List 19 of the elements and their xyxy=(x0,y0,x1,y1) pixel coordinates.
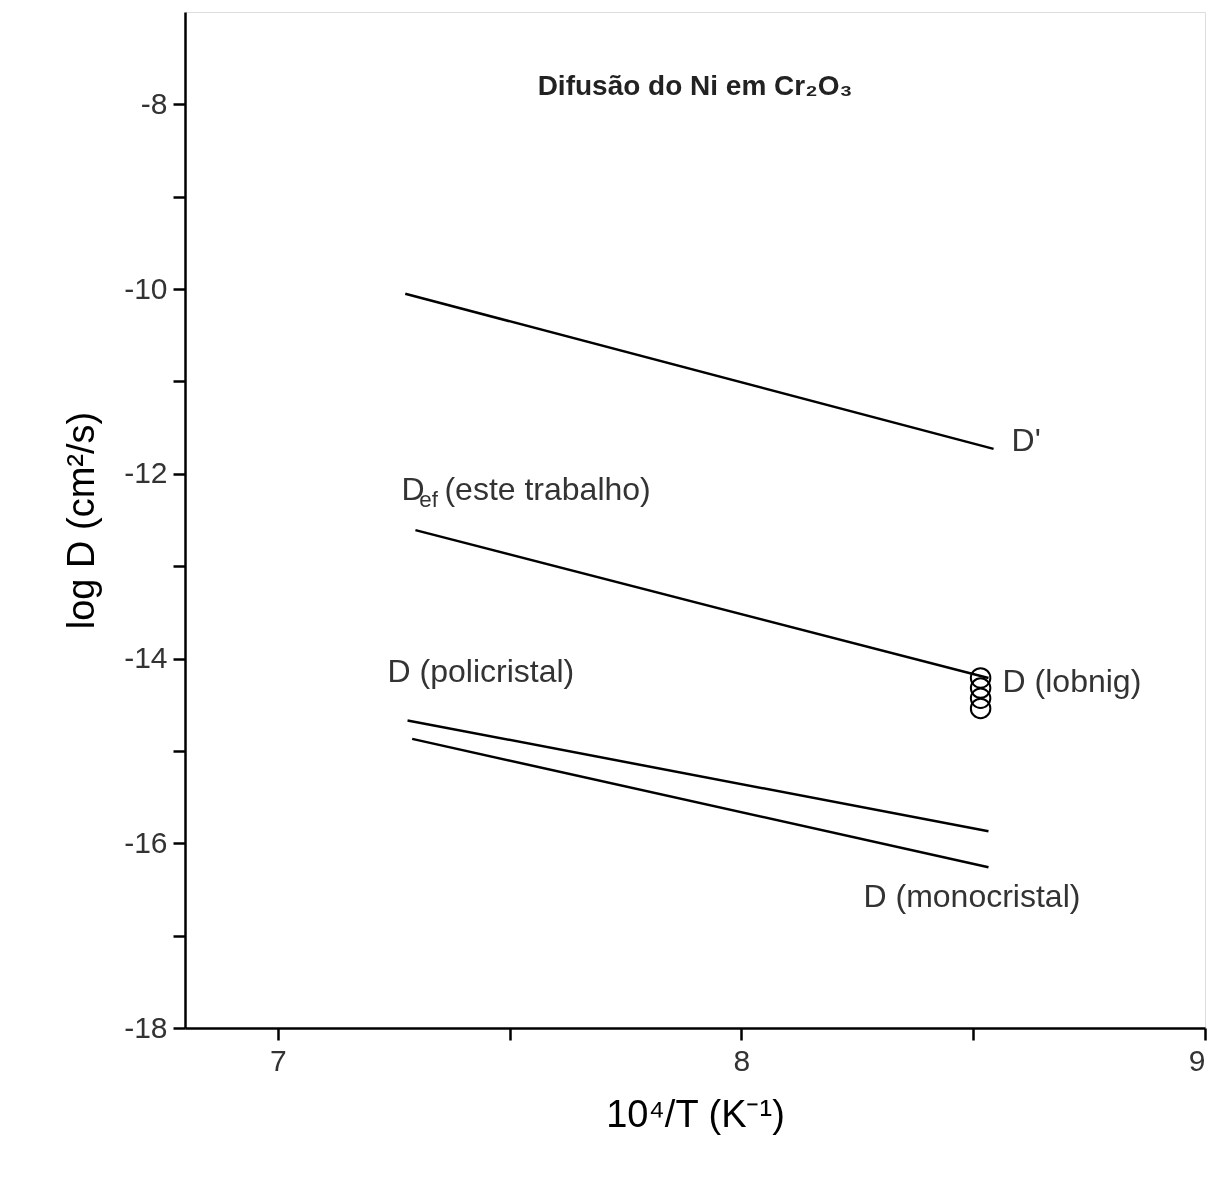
series-label: D (policristal) xyxy=(387,653,575,690)
y-tick-label: -16 xyxy=(124,825,168,859)
y-tick-label: -18 xyxy=(124,1010,168,1044)
x-axis-title: 10⁴/T (K⁻¹) xyxy=(606,1092,785,1135)
y-tick-label: -10 xyxy=(124,271,168,305)
point xyxy=(969,677,992,699)
x-tick-label: 8 xyxy=(733,1043,751,1077)
series-label: D (monocristal) xyxy=(863,878,1081,915)
y-tick-label: -12 xyxy=(124,456,168,490)
y-tick-label: -8 xyxy=(140,86,168,120)
series-label: D' xyxy=(1011,421,1041,458)
x-tick-label: 9 xyxy=(1188,1043,1206,1077)
y-axis-title: log D (cm²/s) xyxy=(60,411,103,630)
text: Difusão do Ni em Cr₂O₃ xyxy=(537,70,853,101)
x-tick-label: 7 xyxy=(269,1043,287,1077)
series-label: D (lobnig) xyxy=(1002,663,1142,700)
y-tick-label: -14 xyxy=(124,641,168,675)
point xyxy=(969,687,992,709)
point xyxy=(969,697,992,720)
